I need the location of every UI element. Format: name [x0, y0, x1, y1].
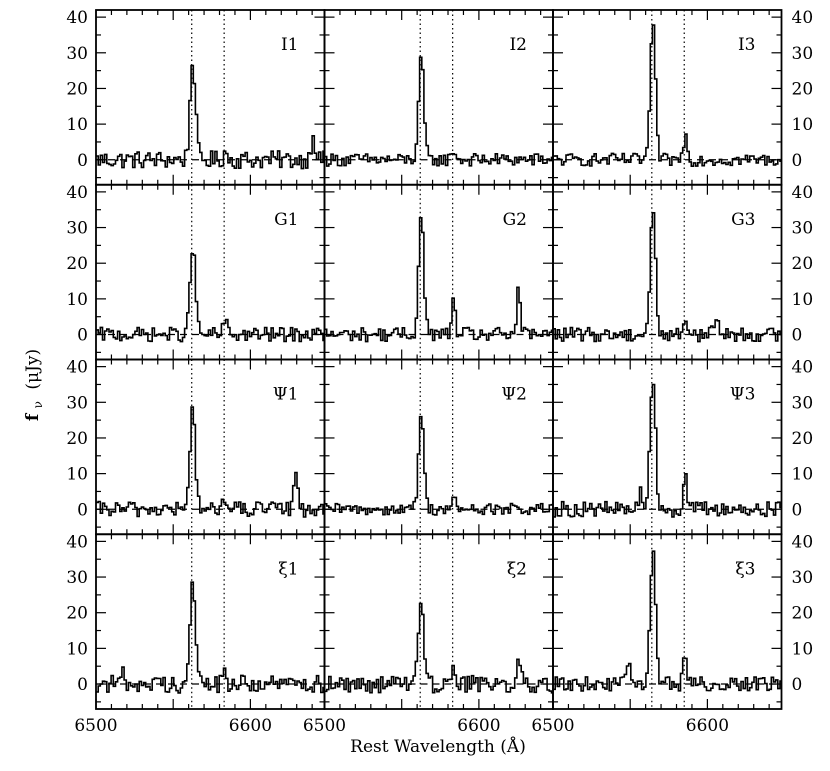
panel-G2: G2	[323, 183, 554, 361]
x-axis-label: Rest Wavelength (Å)	[350, 736, 526, 757]
y-tick-label-right: 40	[792, 183, 814, 203]
panel-label: I2	[509, 35, 527, 55]
y-axis-label: f ν (μJy)	[23, 349, 47, 421]
y-tick-label-left: 40	[66, 183, 88, 203]
y-tick-label-left: 20	[66, 604, 88, 624]
y-tick-label-left: 30	[66, 44, 88, 64]
x-tick-label: 6600	[457, 716, 500, 736]
y-tick-label-right: 10	[792, 115, 814, 135]
y-axis-label-unit: (μJy)	[23, 349, 43, 390]
y-tick-label-right: 40	[792, 358, 814, 378]
y-tick-label-right: 30	[792, 219, 814, 239]
x-tick-label: 6500	[531, 716, 574, 736]
x-tick-label: 6500	[303, 716, 346, 736]
y-tick-label-right: 0	[792, 326, 803, 346]
y-tick-label-left: 20	[66, 254, 88, 274]
panel-label: ξ1	[278, 559, 298, 579]
x-tick-label: 6600	[229, 716, 272, 736]
panel-I3: I3	[552, 9, 783, 186]
y-tick-label-left: 20	[66, 79, 88, 99]
y-tick-label-right: 40	[792, 532, 814, 552]
spectrum-line	[96, 64, 325, 170]
y-tick-label-right: 20	[792, 604, 814, 624]
y-axis-label-subscript: ν	[31, 401, 45, 408]
panel-frame	[552, 533, 783, 710]
y-tick-label-right: 10	[792, 290, 814, 310]
panel-label: Ψ1	[273, 385, 299, 405]
panel-ξ2: ξ2	[323, 533, 554, 710]
y-tick-label-right: 20	[792, 429, 814, 449]
spectrum-line	[324, 415, 553, 516]
y-tick-label-left: 10	[66, 115, 88, 135]
panel-label: Ψ2	[501, 385, 527, 405]
y-tick-label-left: 30	[66, 393, 88, 413]
y-tick-label-right: 0	[792, 500, 803, 520]
spectrum-line	[553, 550, 782, 692]
panel-I1: I1	[95, 9, 326, 186]
panel-G3: G3	[552, 183, 783, 361]
panel-label: G1	[274, 210, 298, 230]
panel-ξ3: ξ3	[552, 533, 783, 710]
panel-label: I3	[738, 35, 756, 55]
panel-label: ξ2	[507, 559, 527, 579]
spectrum-line	[553, 383, 782, 518]
spectrum-line	[324, 602, 553, 694]
panel-label: ξ3	[735, 559, 755, 579]
y-tick-label-right: 20	[792, 79, 814, 99]
y-tick-label-right: 30	[792, 568, 814, 588]
panel-label: G2	[503, 210, 527, 230]
panel-ξ1: ξ1	[95, 533, 326, 710]
y-tick-label-left: 0	[77, 326, 88, 346]
x-tick-label: 6500	[74, 716, 117, 736]
panels-layer: I1 I2 I3 G1 G2 G3 Ψ1 Ψ2 Ψ3 ξ1 ξ2 ξ3 0 0 10 10 20 20 30 30 40…	[66, 8, 813, 736]
y-tick-label-right: 0	[792, 675, 803, 695]
y-tick-label-left: 30	[66, 219, 88, 239]
y-tick-label-right: 10	[792, 639, 814, 659]
y-tick-label-left: 20	[66, 429, 88, 449]
y-tick-label-right: 40	[792, 8, 814, 28]
y-tick-label-left: 40	[66, 8, 88, 28]
panel-Ψ3: Ψ3	[552, 358, 783, 536]
y-tick-label-left: 0	[77, 151, 88, 171]
spectrum-line	[96, 253, 325, 343]
panel-G1: G1	[95, 183, 326, 361]
panel-Ψ2: Ψ2	[323, 358, 554, 536]
y-tick-label-right: 0	[792, 151, 803, 171]
spectrum-line	[553, 212, 782, 343]
y-tick-label-left: 10	[66, 290, 88, 310]
spectrum-line	[324, 56, 553, 167]
panel-label: I1	[281, 35, 299, 55]
y-tick-label-right: 30	[792, 393, 814, 413]
y-tick-label-left: 40	[66, 532, 88, 552]
panel-Ψ1: Ψ1	[95, 358, 326, 536]
spectrum-line	[96, 581, 325, 694]
y-tick-label-left: 10	[66, 639, 88, 659]
spectrum-line	[96, 406, 325, 518]
panel-I2: I2	[323, 9, 554, 186]
panel-label: G3	[731, 210, 755, 230]
y-axis-label-main: f	[23, 412, 43, 421]
y-tick-label-left: 0	[77, 675, 88, 695]
spectrum-line	[324, 217, 553, 343]
x-tick-label: 6600	[686, 716, 729, 736]
y-tick-label-right: 20	[792, 254, 814, 274]
y-tick-label-left: 0	[77, 500, 88, 520]
y-tick-label-right: 10	[792, 465, 814, 485]
y-tick-label-right: 30	[792, 44, 814, 64]
y-tick-label-left: 40	[66, 358, 88, 378]
spectrum-line	[553, 24, 782, 167]
y-tick-label-left: 10	[66, 465, 88, 485]
y-tick-label-left: 30	[66, 568, 88, 588]
panel-label: Ψ3	[730, 385, 756, 405]
